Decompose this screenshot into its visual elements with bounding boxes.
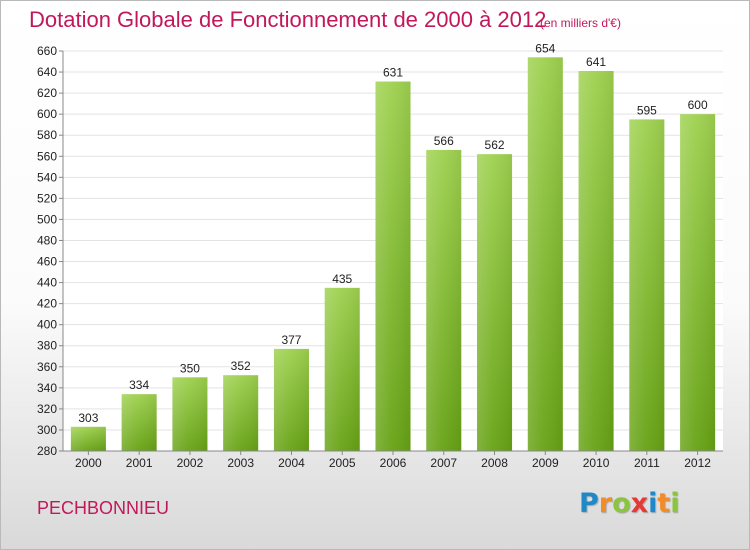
y-tick-label: 580 [37, 128, 57, 142]
bar-highlight [121, 394, 157, 451]
data-label: 334 [129, 378, 149, 392]
data-label: 303 [78, 411, 98, 425]
data-label: 352 [231, 359, 251, 373]
y-axis: 280 300 320 340 360 380 400 420 440 460 480 500 520 5… [37, 44, 64, 458]
x-tick-label: 2012 [684, 456, 711, 470]
bar-highlight [578, 71, 614, 451]
y-tick-label: 640 [37, 65, 57, 79]
data-label: 350 [180, 361, 200, 375]
y-tick-label: 380 [37, 339, 57, 353]
y-tick-label: 340 [37, 381, 57, 395]
x-tick-label: 2001 [126, 456, 153, 470]
y-tick-label: 660 [37, 44, 57, 58]
y-tick-label: 400 [37, 318, 57, 332]
y-tick-label: 480 [37, 233, 57, 247]
x-tick-label: 2009 [532, 456, 559, 470]
y-tick-label: 560 [37, 149, 57, 163]
data-label: 654 [535, 41, 555, 55]
data-label: 631 [383, 66, 403, 80]
data-label: 562 [485, 138, 505, 152]
bar-highlight [680, 114, 716, 451]
data-label: 435 [332, 272, 352, 286]
logo-letter: o [612, 488, 631, 519]
y-tick-label: 320 [37, 402, 57, 416]
logo-letter: P [579, 488, 599, 519]
y-tick-label: 300 [37, 423, 57, 437]
x-axis: 2000 2001 2002 2003 2004 2005 2006 2007 2008 2009… [63, 450, 723, 470]
x-tick-label: 2008 [481, 456, 508, 470]
x-tick-label: 2005 [329, 456, 356, 470]
data-label: 595 [637, 103, 657, 117]
logo-letter: t [657, 488, 671, 519]
chart-subtitle: (en milliers d'€) [540, 16, 621, 30]
data-label: 600 [688, 98, 708, 112]
logo-letter: i [670, 488, 680, 519]
bar-highlight [324, 287, 360, 451]
y-tick-label: 520 [37, 191, 57, 205]
x-tick-label: 2007 [430, 456, 457, 470]
logo-letter: x [630, 488, 649, 519]
y-tick-label: 440 [37, 276, 57, 290]
y-tick-label: 500 [37, 212, 57, 226]
x-tick-label: 2006 [380, 456, 407, 470]
x-tick-label: 2000 [75, 456, 102, 470]
bar-highlight [273, 348, 309, 451]
x-tick-label: 2004 [278, 456, 305, 470]
y-tick-label: 460 [37, 255, 57, 269]
bar-highlight [477, 154, 513, 451]
bar-highlight [70, 426, 106, 451]
bar-highlight [426, 149, 462, 451]
place-name: PECHBONNIEU [37, 498, 170, 518]
bar-series: 303 334 350 352 377 435 631 566 562 654 641 595 600 [70, 41, 716, 452]
bar-highlight [223, 375, 259, 451]
y-tick-label: 620 [37, 86, 57, 100]
bar-highlight [629, 119, 665, 451]
bar-highlight [375, 81, 411, 452]
y-tick-label: 420 [37, 297, 57, 311]
y-tick-label: 360 [37, 360, 57, 374]
x-tick-label: 2003 [227, 456, 254, 470]
x-tick-label: 2011 [634, 456, 660, 470]
bar-highlight [527, 57, 563, 451]
x-tick-label: 2002 [177, 456, 204, 470]
chart-title: Dotation Globale de Fonctionnement de 20… [29, 7, 547, 32]
y-tick-label: 280 [37, 444, 57, 458]
logo-letter: i [648, 488, 658, 519]
logo-letter: r [598, 488, 613, 519]
data-label: 641 [586, 55, 606, 69]
x-tick-label: 2010 [583, 456, 610, 470]
proxiti-logo: Proxiti [579, 488, 680, 519]
data-label: 566 [434, 134, 454, 148]
data-label: 377 [281, 333, 301, 347]
bar-highlight [172, 377, 208, 451]
y-tick-label: 540 [37, 170, 57, 184]
y-tick-label: 600 [37, 107, 57, 121]
